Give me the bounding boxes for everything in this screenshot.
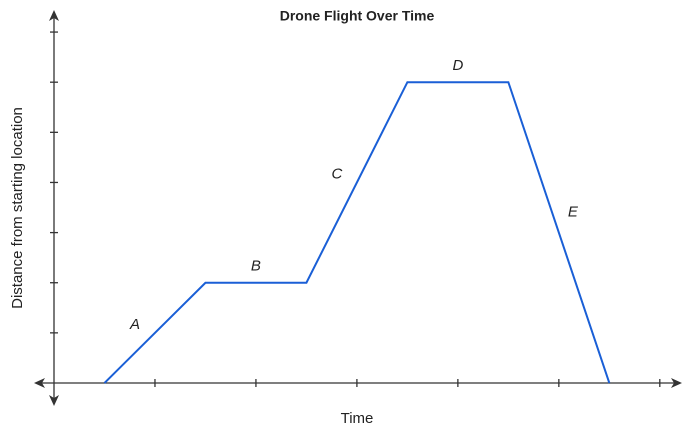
arrow [49, 395, 59, 406]
y-axis-label: Distance from starting location [9, 107, 26, 309]
arrow [671, 378, 682, 388]
chart-title: Drone Flight Over Time [280, 8, 435, 24]
segment-label: D [452, 57, 463, 74]
x-axis-label: Time [341, 410, 374, 427]
arrow [49, 10, 59, 21]
segment-label: C [331, 165, 342, 182]
arrow [34, 378, 45, 388]
data-line [103, 81, 611, 384]
segment-label: A [129, 316, 140, 333]
segment-label: B [251, 258, 261, 275]
segment-label: E [568, 204, 579, 221]
